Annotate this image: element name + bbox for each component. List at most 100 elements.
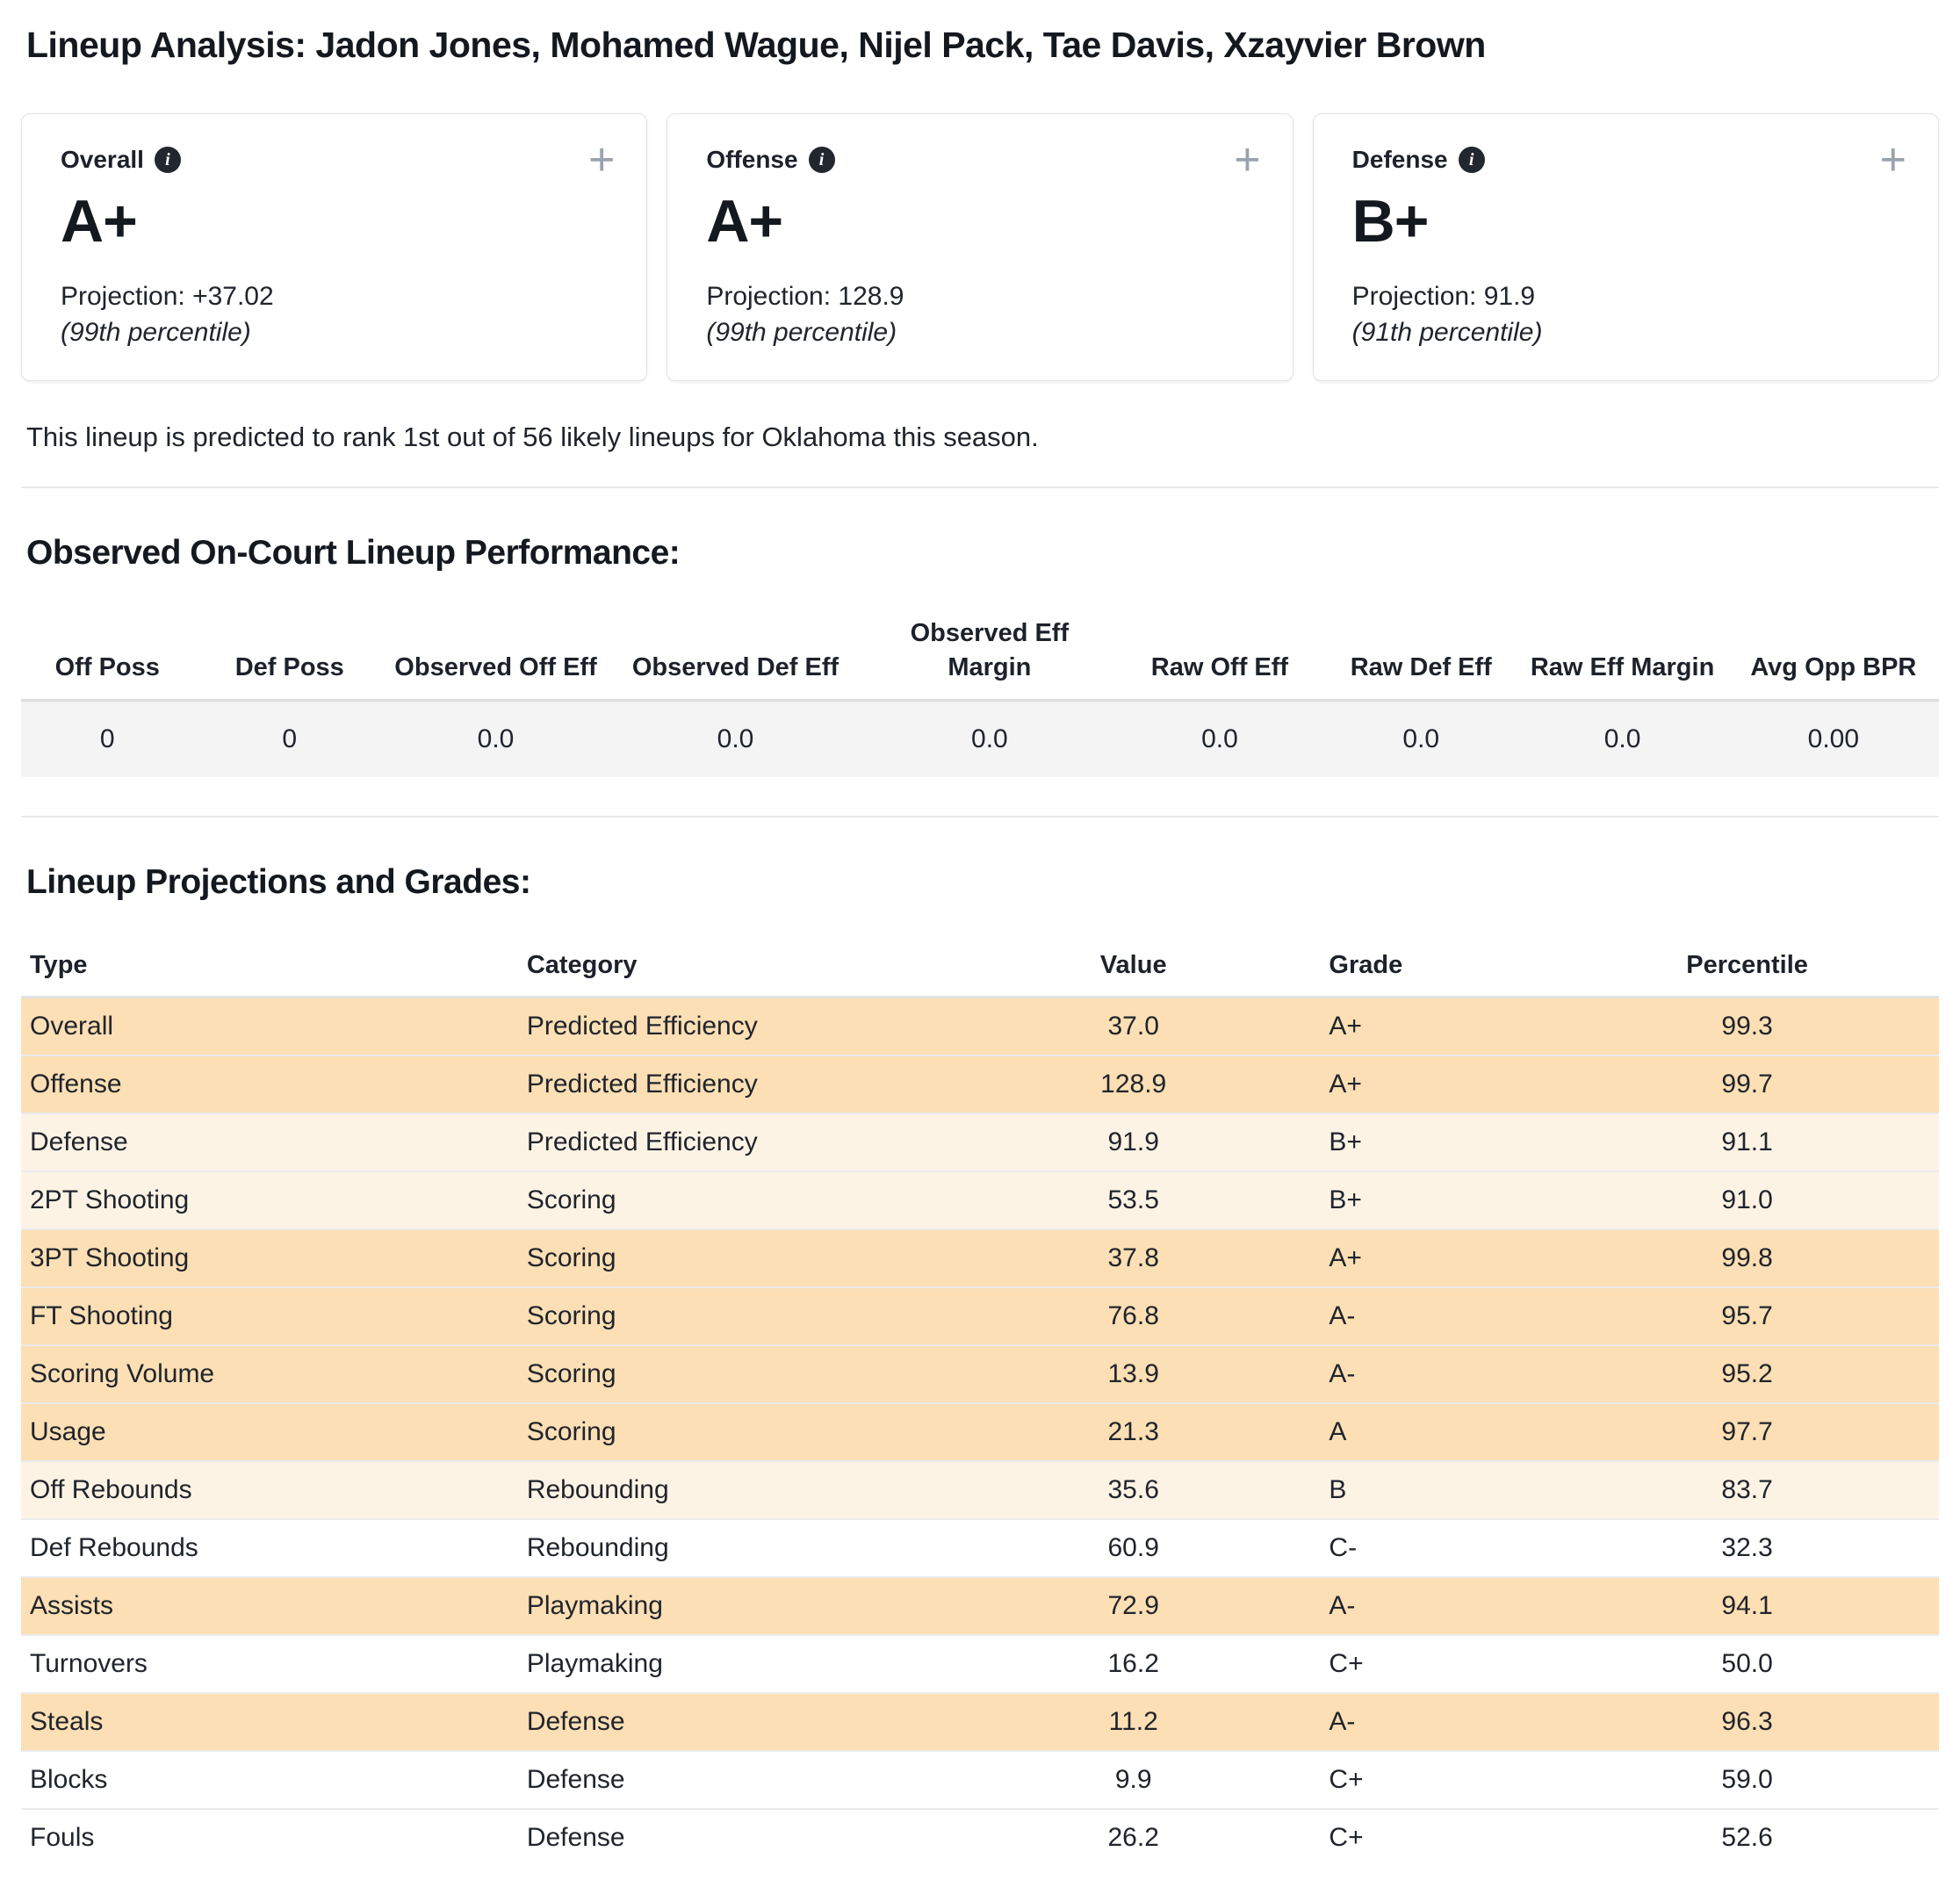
projection-cell: Predicted Efficiency (519, 997, 980, 1055)
projection-cell: Off Rebounds (21, 1459, 520, 1519)
observed-header-row: Off Poss Def Poss Observed Off Eff Observed… (21, 616, 1939, 701)
card-label: Defense (1351, 146, 1448, 173)
projection-cell: A- (1286, 1344, 1556, 1403)
projection-cell: A (1286, 1401, 1556, 1461)
projections-column-header: Category (519, 946, 980, 999)
projections-column-header: Grade (1286, 946, 1556, 999)
observed-value-cell: 0 (21, 699, 194, 778)
projection-cell: 91.9 (979, 1112, 1287, 1171)
projection-cell: 26.2 (979, 1807, 1287, 1867)
observed-column-header: Raw Def Eff (1350, 653, 1492, 682)
observed-value-cell: 0 (193, 699, 386, 778)
projection-cell: 9.9 (979, 1749, 1287, 1809)
projection-cell: 91.1 (1555, 1112, 1939, 1171)
projection-row: 2PT Shooting Scoring 53.5 B+ 91.0 (21, 1170, 1939, 1229)
projection-cell: C+ (1286, 1633, 1556, 1693)
projection-cell: 60.9 (979, 1517, 1287, 1577)
grade-value: A+ (706, 188, 783, 255)
info-icon[interactable]: i (1458, 147, 1485, 173)
observed-value-cell: 0.0 (1113, 699, 1326, 778)
info-icon[interactable]: i (154, 147, 181, 173)
projection-text: Projection: 91.9 (1351, 282, 1536, 311)
observed-value-cell: 0.0 (864, 699, 1114, 778)
projection-cell: Rebounding (519, 1459, 980, 1519)
observed-column-header: Observed Def Eff (631, 653, 839, 682)
projections-header-row: Type Category Value Grade Percentile (21, 946, 1939, 999)
projection-cell: 99.8 (1555, 1228, 1939, 1287)
projection-cell: 35.6 (979, 1459, 1287, 1519)
projection-cell: Defense (519, 1749, 980, 1809)
projection-cell: Steals (21, 1691, 520, 1751)
projection-cell: Assists (21, 1575, 520, 1635)
projection-cell: 50.0 (1555, 1633, 1939, 1693)
projection-cell: Def Rebounds (21, 1517, 520, 1577)
card-header: Offense i (706, 146, 1253, 174)
projection-cell: Scoring (519, 1401, 980, 1461)
section-divider (21, 816, 1939, 818)
card-label: Offense (706, 146, 798, 173)
projection-row: Overall Predicted Efficiency 37.0 A+ 99.3 (21, 997, 1939, 1055)
projection-cell: 97.7 (1555, 1401, 1939, 1461)
observed-column-header: Observed Eff Margin (910, 619, 1070, 682)
plus-icon[interactable]: + (1879, 134, 1906, 185)
projection-cell: C+ (1286, 1749, 1556, 1809)
projection-cell: Predicted Efficiency (519, 1054, 980, 1113)
grade-cards: + Overall i A+ Projection: +37.02 (99th … (21, 113, 1939, 381)
projection-cell: 72.9 (979, 1575, 1287, 1635)
projection-cell: 2PT Shooting (21, 1170, 520, 1229)
projection-cell: Overall (21, 997, 520, 1055)
projection-row: Usage Scoring 21.3 A 97.7 (21, 1401, 1939, 1461)
observed-column-header: Raw Eff Margin (1530, 653, 1715, 682)
observed-value-cell: 0.0 (385, 699, 607, 778)
projections-column-header: Percentile (1555, 946, 1939, 999)
grade-value: A+ (61, 188, 138, 255)
projection-text: Projection: 128.9 (706, 282, 904, 311)
projection-row: Steals Defense 11.2 A- 96.3 (21, 1691, 1939, 1751)
projections-column-header: Type (21, 946, 520, 999)
projection-cell: Predicted Efficiency (519, 1112, 980, 1171)
card-label: Overall (61, 146, 144, 173)
projection-cell: 16.2 (979, 1633, 1287, 1693)
plus-icon[interactable]: + (1234, 134, 1261, 185)
observed-value-cell: 0.0 (1325, 699, 1517, 778)
projections-column-header: Value (979, 946, 1287, 999)
projection-cell: 95.7 (1555, 1286, 1939, 1345)
projection-cell: C+ (1286, 1807, 1556, 1867)
observed-value-cell: 0.00 (1727, 699, 1939, 778)
projections-table: Type Category Value Grade Percentile Overall… (21, 946, 1939, 1867)
observed-column-header: Off Poss (54, 653, 160, 682)
projection-cell: 95.2 (1555, 1344, 1939, 1403)
projection-cell: Defense (21, 1112, 520, 1171)
projection-cell: Blocks (21, 1749, 520, 1809)
projection-cell: A- (1286, 1575, 1556, 1635)
projection-cell: B+ (1286, 1112, 1556, 1171)
info-icon[interactable]: i (808, 147, 835, 173)
projection-cell: B (1286, 1459, 1556, 1519)
projection-cell: Turnovers (21, 1633, 520, 1693)
observed-column-header: Avg Opp BPR (1750, 653, 1917, 682)
projection-cell: B+ (1286, 1170, 1556, 1229)
observed-value-row: 0 0 0.0 0.0 0.0 0.0 0.0 0.0 0.00 (21, 699, 1939, 778)
projection-cell: Scoring (519, 1344, 980, 1403)
offense-grade-card: + Offense i A+ Projection: 128.9 (99th p… (667, 113, 1293, 381)
observed-column-header: Def Poss (234, 653, 344, 682)
projection-cell: Offense (21, 1054, 520, 1113)
projection-cell: Defense (519, 1807, 980, 1867)
projection-cell: Defense (519, 1691, 980, 1751)
projection-cell: 32.3 (1555, 1517, 1939, 1577)
projection-cell: Scoring Volume (21, 1344, 520, 1403)
projection-row: Fouls Defense 26.2 C+ 52.6 (21, 1807, 1939, 1867)
projection-cell: 83.7 (1555, 1459, 1939, 1519)
projection-cell: 21.3 (979, 1401, 1287, 1461)
projection-row: Scoring Volume Scoring 13.9 A- 95.2 (21, 1344, 1939, 1403)
projection-row: Defense Predicted Efficiency 91.9 B+ 91.1 (21, 1112, 1939, 1171)
defense-grade-card: + Defense i B+ Projection: 91.9 (91th pe… (1312, 113, 1939, 381)
card-header: Overall i (61, 146, 608, 174)
projection-cell: Scoring (519, 1228, 980, 1287)
projection-cell: Playmaking (519, 1633, 980, 1693)
observed-performance-heading: Observed On-Court Lineup Performance: (26, 534, 681, 572)
plus-icon[interactable]: + (587, 134, 616, 185)
projection-cell: 99.3 (1555, 997, 1939, 1055)
card-header: Defense i (1352, 146, 1899, 174)
projection-row: Offense Predicted Efficiency 128.9 A+ 99.7 (21, 1054, 1939, 1113)
